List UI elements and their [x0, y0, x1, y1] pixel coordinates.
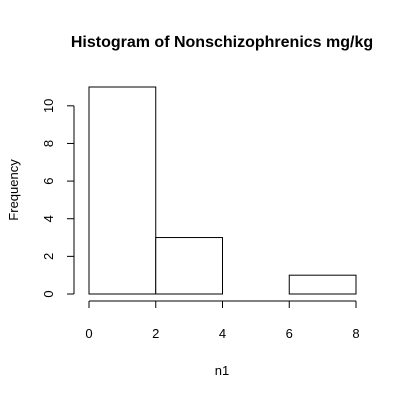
histogram-bar-3 — [288, 274, 357, 295]
histogram-bar-1 — [155, 237, 223, 295]
x-tick-label: 2 — [152, 326, 159, 341]
y-tick-label: 4 — [41, 215, 56, 222]
y-axis: 0 2 4 6 8 10 — [41, 99, 75, 298]
y-tick-label: 6 — [41, 177, 56, 184]
y-axis-label: Frequency — [6, 159, 21, 221]
histogram-bar-0 — [88, 86, 157, 295]
x-tick-label: 8 — [352, 326, 359, 341]
x-tick-label: 4 — [219, 326, 226, 341]
chart-title: Histogram of Nonschizophrenics mg/kg — [71, 34, 373, 51]
y-tick-label: 8 — [41, 140, 56, 147]
x-axis: 0 2 4 6 8 — [85, 300, 360, 341]
y-tick-label: 0 — [41, 290, 56, 297]
x-axis-label: n1 — [215, 363, 229, 378]
bars — [88, 86, 357, 295]
x-tick-label: 0 — [85, 326, 92, 341]
y-tick-label: 10 — [41, 99, 56, 113]
x-tick-label: 6 — [286, 326, 293, 341]
y-tick-label: 2 — [41, 253, 56, 260]
